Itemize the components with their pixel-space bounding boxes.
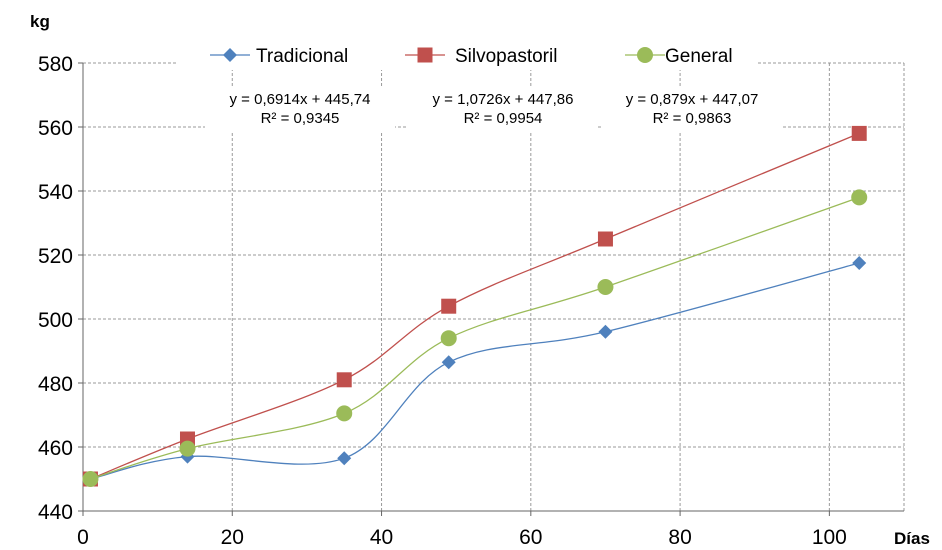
x-tick-label-40: 40 (370, 526, 393, 549)
legend-label-tradicional: Tradicional (256, 46, 348, 67)
series-silvopastoril (82, 125, 867, 487)
series-tradicional (83, 256, 867, 486)
y-tick-label-540: 540 (38, 181, 73, 204)
y-tick-label-480: 480 (38, 373, 73, 396)
equation-silvopastoril: y = 1,0726x + 447,86 (433, 91, 574, 108)
data-point-general-49 (440, 330, 457, 347)
data-point-silvopastoril-104 (851, 125, 867, 141)
x-tick-label-20: 20 (221, 526, 244, 549)
equation-box-tradicional (205, 87, 395, 131)
data-point-general-35 (336, 405, 353, 422)
legend-marker-silvopastoril (417, 47, 433, 63)
data-point-tradicional-104 (852, 256, 867, 270)
series-line-general (90, 196, 860, 480)
data-point-silvopastoril-49 (441, 298, 457, 314)
data-point-general-1 (82, 471, 99, 487)
data-point-silvopastoril-70 (597, 231, 613, 247)
data-point-general-104 (851, 189, 868, 206)
r-squared-general: R² = 0,9863 (653, 110, 732, 127)
data-point-general-14 (179, 440, 196, 457)
equation-box-silvopastoril (408, 87, 598, 131)
equation-general: y = 0,879x + 447,07 (626, 91, 759, 108)
x-tick-label-80: 80 (668, 526, 691, 549)
series-group (82, 125, 868, 487)
series-line-silvopastoril (90, 132, 860, 480)
equation-tradicional: y = 0,6914x + 445,74 (230, 91, 371, 108)
y-tick-label-580: 580 (38, 53, 73, 76)
data-point-silvopastoril-35 (336, 372, 352, 388)
legend-marker-general (637, 47, 653, 63)
y-tick-label-440: 440 (38, 501, 73, 524)
r-squared-silvopastoril: R² = 0,9954 (464, 110, 543, 127)
x-tick-labels: 0 20 40 60 80 100 (77, 526, 847, 549)
y-tick-labels: 440 460 480 500 520 540 560 580 (38, 53, 73, 524)
legend: Tradicional Silvopastoril General (178, 40, 758, 70)
y-tick-label-500: 500 (38, 309, 73, 332)
axes (78, 62, 904, 516)
data-point-tradicional-35 (337, 451, 352, 466)
legend-label-general: General (665, 46, 733, 67)
legend-label-silvopastoril: Silvopastoril (455, 46, 557, 67)
trendline-equations: y = 0,6914x + 445,74 R² = 0,9345 y = 1,072… (205, 87, 783, 131)
series-general (82, 189, 868, 487)
x-tick-label-60: 60 (519, 526, 542, 549)
y-axis-label: kg (30, 12, 50, 31)
y-tick-label-520: 520 (38, 245, 73, 268)
data-point-tradicional-49 (441, 355, 456, 370)
data-point-tradicional-70 (598, 324, 613, 339)
equation-box-general (601, 87, 783, 131)
x-axis-label: Días (894, 529, 930, 548)
legend-marker-tradicional (223, 48, 237, 62)
y-tick-label-560: 560 (38, 117, 73, 140)
data-point-general-70 (597, 279, 614, 295)
r-squared-tradicional: R² = 0,9345 (261, 110, 340, 127)
x-tick-label-0: 0 (77, 526, 89, 549)
x-tick-label-100: 100 (812, 526, 847, 549)
y-tick-label-460: 460 (38, 437, 73, 460)
